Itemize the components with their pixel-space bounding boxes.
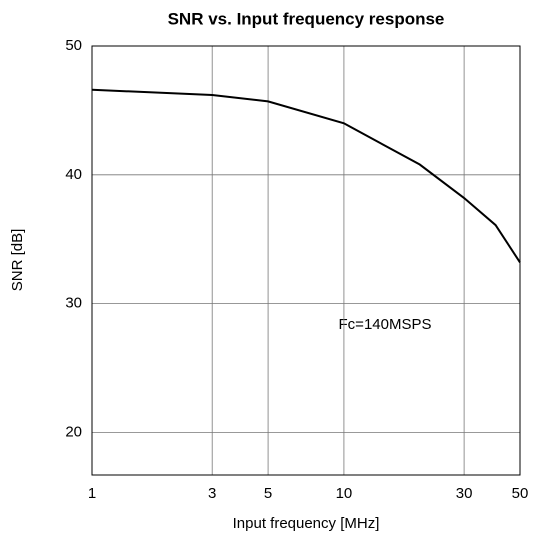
y-tick-label: 40 <box>65 166 82 183</box>
x-tick-label: 3 <box>208 485 216 502</box>
y-tick-label: 50 <box>65 37 82 54</box>
y-tick-label: 30 <box>65 295 82 312</box>
x-tick-label: 5 <box>264 485 272 502</box>
x-tick-label: 30 <box>456 485 473 502</box>
x-tick-label: 10 <box>336 485 353 502</box>
x-axis-label: Input frequency [MHz] <box>233 515 380 532</box>
annotation: Fc=140MSPS <box>339 316 432 333</box>
y-tick-label: 20 <box>65 423 82 440</box>
data-line <box>91 88 521 263</box>
y-axis-label: SNR [dB] <box>9 229 26 292</box>
chart-title: SNR vs. Input frequency response <box>168 9 445 28</box>
plot-frame <box>91 45 521 476</box>
x-tick-label: 1 <box>88 485 96 502</box>
x-tick-label: 50 <box>512 485 529 502</box>
